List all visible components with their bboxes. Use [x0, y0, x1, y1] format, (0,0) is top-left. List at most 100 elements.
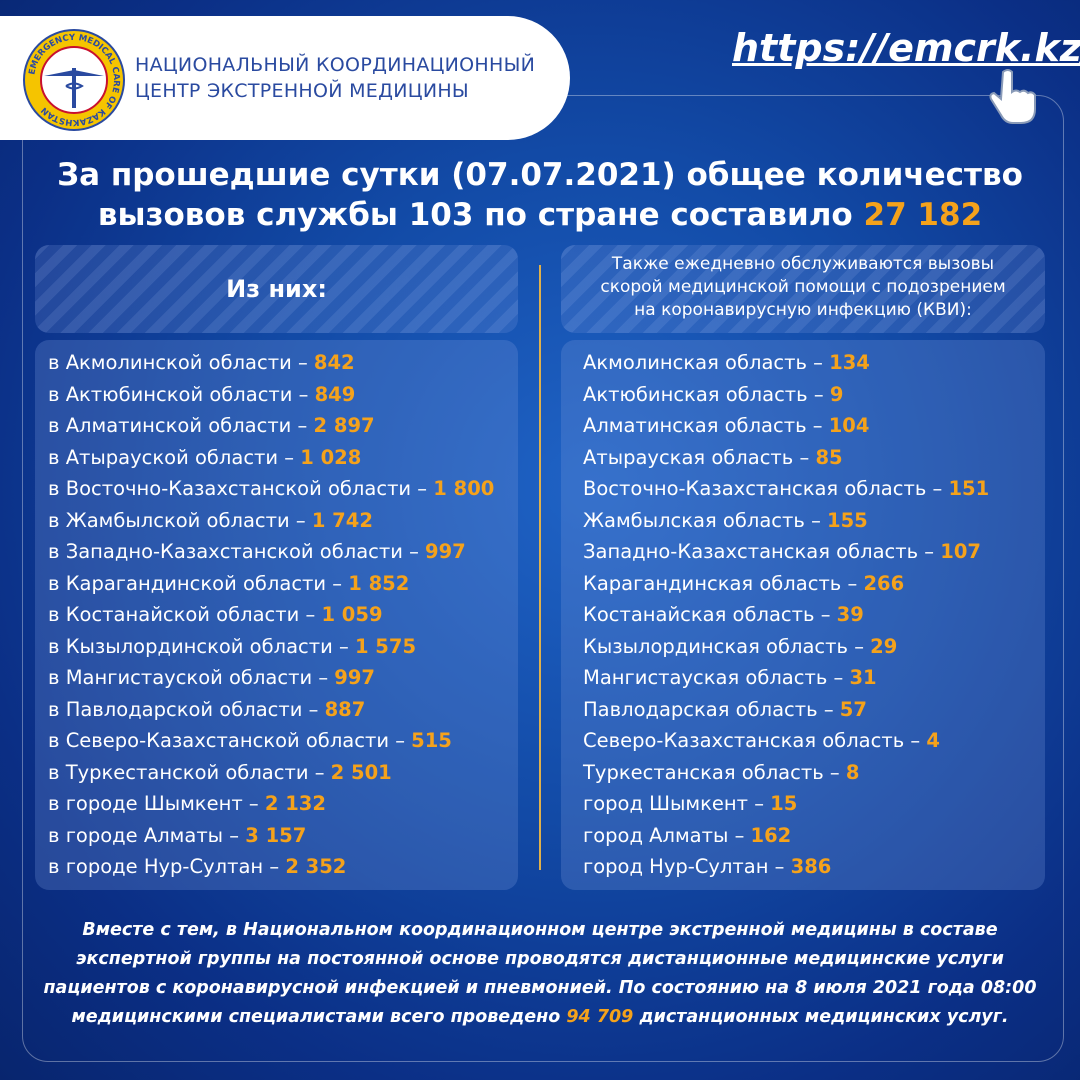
list-row: в Карагандинской области – 1 852 [48, 568, 494, 600]
list-row: город Нур-Султан – 386 [583, 851, 989, 883]
region: Актюбинская область – [583, 382, 824, 406]
call-count: 39 [836, 603, 864, 626]
left-heading: Из них: [35, 245, 518, 333]
region: в Костанайской области – [48, 603, 316, 626]
list-row: в Атырауской области – 1 028 [48, 442, 494, 474]
region: Костанайская область – [583, 603, 831, 626]
cursor-icon [989, 69, 1036, 124]
org-name: НАЦИОНАЛЬНЫЙ КООРДИНАЦИОННЫЙ ЦЕНТР ЭКСТР… [135, 52, 535, 104]
list-row: в городе Шымкент – 2 132 [48, 788, 494, 820]
list-row: Атырауская область – 85 [583, 442, 989, 474]
call-count: 1 575 [354, 634, 417, 658]
call-count: 266 [863, 571, 905, 595]
call-count: 997 [334, 666, 375, 689]
headline-line: вызовов службы 103 по стране составило 2… [0, 195, 1080, 235]
call-count: 997 [425, 540, 466, 563]
region: Северо-Казахстанская область – [583, 729, 921, 752]
region: Мангистауская область – [583, 666, 844, 689]
list-row: город Алматы – 162 [583, 820, 989, 852]
list-row: в Алматинской области – 2 897 [48, 410, 494, 442]
right-heading: Также ежедневно обслуживаются вызовы ско… [561, 245, 1045, 333]
region: в Кызылординской области – [48, 634, 349, 658]
call-count: 155 [827, 508, 868, 532]
region: в Павлодарской области – [48, 697, 319, 721]
region: в городе Алматы – [48, 823, 240, 847]
call-count: 162 [750, 823, 792, 847]
list-row: в Мангистауской области – 997 [48, 662, 494, 694]
site-url[interactable]: https://emcrk.kz/ [732, 26, 1080, 70]
list-row: Павлодарская область – 57 [583, 694, 989, 726]
list-row: Кызылординская область – 29 [583, 631, 989, 663]
call-count: 1 852 [348, 571, 410, 595]
region: в Акмолинской области – [48, 351, 308, 374]
right-rows: Акмолинская область – 134 Актюбинская обл… [583, 347, 989, 883]
region: в Восточно-Казахстанской области – [48, 477, 428, 500]
call-count: 57 [839, 697, 867, 721]
right-heading-line: Также ежедневно обслуживаются вызовы [611, 254, 995, 274]
call-count: 2 897 [313, 414, 375, 437]
region: Карагандинская область – [583, 571, 858, 595]
region: в Северо-Казахстанской области – [48, 729, 405, 752]
list-row: Северо-Казахстанская область – 4 [583, 725, 989, 757]
left-rows: в Акмолинской области – 842 в Актюбинской… [48, 347, 494, 883]
list-row: в Акмолинской области – 842 [48, 347, 494, 379]
list-row: Костанайская область – 39 [583, 599, 989, 631]
region: Кызылординская область – [583, 634, 864, 658]
region: в Западно-Казахстанской области – [48, 540, 419, 563]
footer-line: пациентов с коронавирусной инфекцией и п… [43, 978, 1037, 998]
region: город Алматы – [583, 823, 745, 847]
region: Павлодарская область – [583, 697, 834, 721]
region: Алматинская область – [583, 414, 823, 437]
list-row: в Восточно-Казахстанской области – 1 800 [48, 473, 494, 505]
list-row: Алматинская область – 104 [583, 410, 989, 442]
footer: Вместе с тем, в Национальном координацио… [0, 916, 1080, 1032]
footer-line: медицинскими специалистами всего проведе… [0, 1003, 1080, 1032]
logo: EMERGENCY MEDICAL CARE OF KAZAKHSTAN [23, 29, 125, 131]
list-row: в Северо-Казахстанской области – 515 [48, 725, 494, 757]
remote-services: 94 709 [566, 1007, 634, 1027]
list-row: Западно-Казахстанская область – 107 [583, 536, 989, 568]
call-count: 842 [313, 351, 355, 374]
region: Жамбылская область – [583, 508, 821, 532]
region: в Туркестанской области – [48, 760, 325, 784]
footer-line: экспертной группы на постоянной основе п… [76, 949, 1004, 969]
region: Западно-Казахстанская область – [583, 540, 935, 563]
list-row: в городе Алматы – 3 157 [48, 820, 494, 852]
region: в Мангистауской области – [48, 666, 329, 689]
list-row: Мангистауская область – 31 [583, 662, 989, 694]
call-count: 9 [829, 382, 844, 406]
call-count: 1 800 [433, 477, 495, 500]
list-row: в Костанайской области – 1 059 [48, 599, 494, 631]
region: Восточно-Казахстанская область – [583, 477, 943, 500]
list-row: в Павлодарской области – 887 [48, 694, 494, 726]
list-row: Восточно-Казахстанская область – 151 [583, 473, 989, 505]
region: город Шымкент – [583, 792, 764, 815]
call-count: 2 501 [330, 760, 392, 784]
region: город Нур-Султан – [583, 855, 785, 878]
headline-line: За прошедшие сутки (07.07.2021) общее ко… [57, 157, 1023, 193]
call-count: 2 352 [285, 855, 347, 878]
list-row: Карагандинская область – 266 [583, 568, 989, 600]
region: в Алматинской области – [48, 414, 308, 437]
call-count: 29 [870, 634, 898, 658]
call-count: 104 [828, 414, 870, 437]
region: в Карагандинской области – [48, 571, 343, 595]
list-row: в Западно-Казахстанской области – 997 [48, 536, 494, 568]
divider [539, 265, 541, 870]
call-count: 1 028 [300, 445, 362, 469]
right-heading-line: скорой медицинской помощи с подозрением [600, 277, 1006, 297]
call-count: 107 [940, 540, 981, 563]
list-row: Туркестанская область – 8 [583, 757, 989, 789]
total-calls: 27 182 [863, 197, 983, 233]
call-count: 85 [815, 445, 843, 469]
region: в городе Шымкент – [48, 792, 259, 815]
call-count: 849 [314, 382, 356, 406]
call-count: 8 [845, 760, 860, 784]
call-count: 1 742 [311, 508, 373, 532]
call-count: 31 [849, 666, 877, 689]
call-count: 15 [770, 792, 798, 815]
footer-line: Вместе с тем, в Национальном координацио… [82, 920, 998, 940]
call-count: 134 [829, 351, 870, 374]
call-count: 151 [948, 477, 990, 500]
